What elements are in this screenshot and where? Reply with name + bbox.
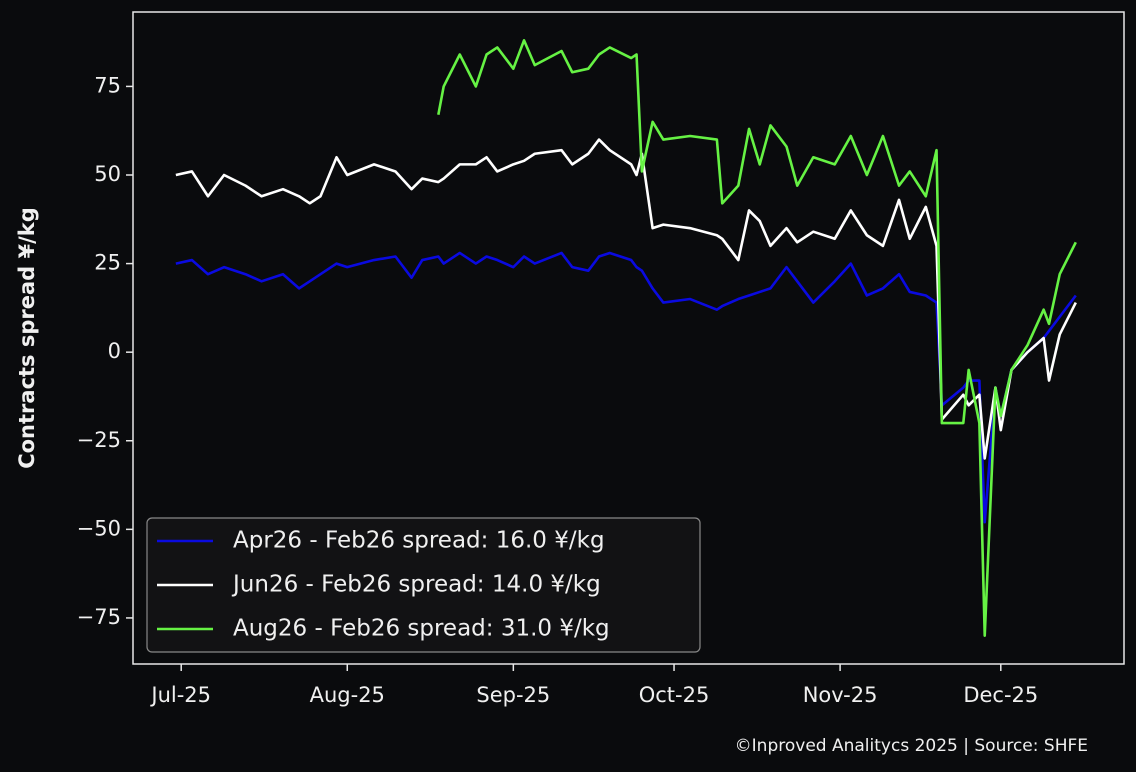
y-axis-label: Contracts spread ¥/kg (15, 207, 39, 469)
legend-box (146, 517, 701, 653)
x-tick-label: Jul-25 (149, 683, 211, 707)
series-line (175, 251, 1077, 524)
y-tick-label: 75 (94, 73, 121, 97)
x-tick-label: Aug-25 (310, 683, 385, 707)
x-tick-label: Dec-25 (963, 683, 1038, 707)
legend-label: Aug26 - Feb26 spread: 31.0 ¥/kg (233, 616, 610, 642)
series-line (175, 138, 1077, 460)
y-tick-label: 25 (94, 251, 121, 275)
y-tick-label: −25 (77, 428, 121, 452)
footer: ©Inproved Analitycs 2025 | Source: SHFE (735, 736, 1088, 756)
y-tick-label: −75 (77, 605, 121, 629)
y-tick-label: 50 (94, 162, 121, 186)
x-tick-label: Nov-25 (803, 683, 878, 707)
series-line (437, 39, 1077, 637)
legend-label: Apr26 - Feb26 spread: 16.0 ¥/kg (233, 528, 605, 554)
x-tick-label: Sep-25 (476, 683, 550, 707)
y-tick-label: 0 (108, 339, 121, 363)
x-tick-label: Oct-25 (639, 683, 710, 707)
y-tick-label: −50 (77, 516, 121, 540)
legend-label: Jun26 - Feb26 spread: 14.0 ¥/kg (231, 572, 601, 598)
